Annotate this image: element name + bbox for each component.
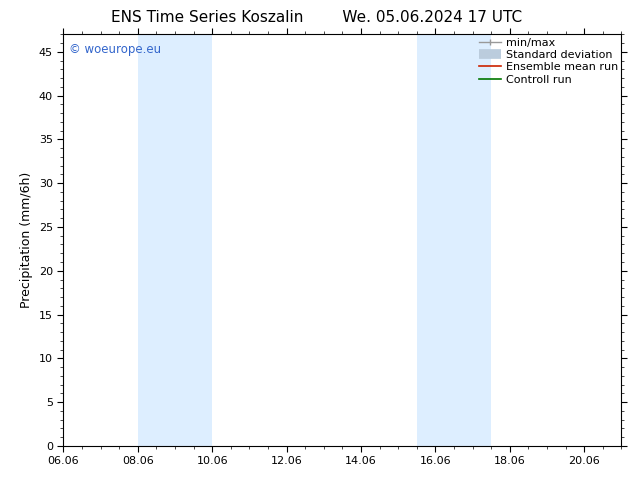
- Bar: [417, 34, 454, 446]
- Bar: [138, 34, 212, 446]
- Text: © woeurope.eu: © woeurope.eu: [69, 43, 161, 55]
- Y-axis label: Precipitation (mm/6h): Precipitation (mm/6h): [20, 172, 34, 308]
- Text: ENS Time Series Koszalin        We. 05.06.2024 17 UTC: ENS Time Series Koszalin We. 05.06.2024 …: [112, 10, 522, 25]
- Bar: [454, 34, 491, 446]
- Legend: min/max, Standard deviation, Ensemble mean run, Controll run: min/max, Standard deviation, Ensemble me…: [479, 38, 618, 85]
